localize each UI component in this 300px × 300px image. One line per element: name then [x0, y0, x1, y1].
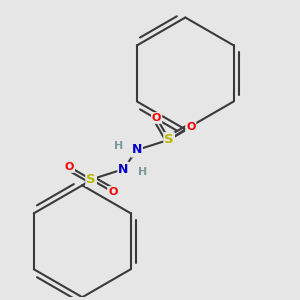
Text: O: O: [152, 113, 161, 123]
Text: H: H: [115, 141, 124, 151]
Text: N: N: [118, 163, 129, 176]
Text: O: O: [65, 162, 74, 172]
Text: O: O: [108, 187, 118, 197]
Text: S: S: [86, 173, 96, 186]
Text: O: O: [186, 122, 196, 132]
Text: S: S: [164, 133, 174, 146]
Text: N: N: [132, 143, 142, 157]
Text: H: H: [138, 167, 147, 177]
